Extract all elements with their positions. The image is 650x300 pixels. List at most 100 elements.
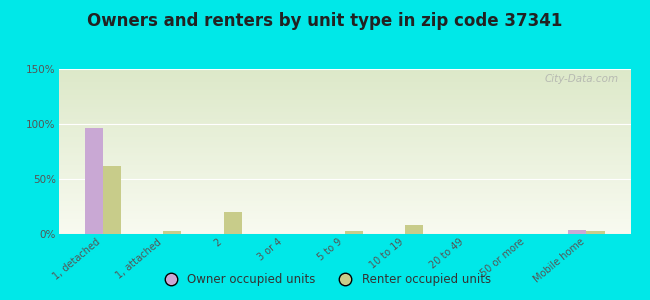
Bar (58, 166, 630, 168)
Bar (58, 82, 630, 84)
Bar (58, 179, 630, 181)
Bar (58, 186, 630, 188)
Bar (58, 201, 630, 203)
Bar (58, 188, 630, 190)
Bar (58, 224, 630, 226)
Bar (58, 137, 630, 138)
Bar (58, 184, 630, 186)
Bar (58, 190, 630, 191)
Bar (58, 221, 630, 223)
Bar (58, 130, 630, 132)
Text: Owners and renters by unit type in zip code 37341: Owners and renters by unit type in zip c… (87, 12, 563, 30)
Bar (58, 170, 630, 171)
Bar (58, 124, 630, 125)
Bar (58, 143, 630, 145)
Bar (58, 163, 630, 165)
Bar (58, 90, 630, 92)
Bar (58, 193, 630, 194)
Bar (58, 212, 630, 214)
Bar (58, 227, 630, 229)
Bar (58, 206, 630, 208)
Bar (58, 229, 630, 231)
Bar (58, 79, 630, 80)
Bar (58, 133, 630, 135)
Bar (58, 196, 630, 198)
Bar (58, 76, 630, 77)
Bar (58, 178, 630, 179)
Bar (58, 115, 630, 117)
Bar (58, 85, 630, 87)
Bar (58, 146, 630, 148)
Bar (224, 212, 242, 234)
Bar (58, 218, 630, 219)
Bar (58, 105, 630, 107)
Bar (58, 99, 630, 100)
Bar (58, 107, 630, 109)
Bar (84, 128, 103, 234)
Bar (58, 232, 630, 234)
Bar (58, 168, 630, 170)
Bar (58, 127, 630, 128)
Bar (58, 156, 630, 158)
Bar (58, 117, 630, 118)
Bar (58, 135, 630, 136)
Bar (58, 208, 630, 209)
Bar (58, 209, 630, 211)
Bar (58, 226, 630, 227)
Bar (58, 128, 630, 130)
Bar (58, 92, 630, 94)
Bar (58, 74, 630, 76)
Bar (586, 231, 605, 234)
Bar (58, 211, 630, 212)
Bar (58, 110, 630, 112)
Bar (58, 148, 630, 150)
Bar (58, 142, 630, 143)
Bar (58, 120, 630, 122)
Bar (58, 80, 630, 82)
Bar (58, 145, 630, 147)
Bar (58, 102, 630, 104)
Bar (58, 103, 630, 105)
Bar (58, 69, 630, 70)
Bar (58, 158, 630, 160)
Bar (58, 161, 630, 163)
Bar (58, 84, 630, 85)
Bar (58, 222, 630, 224)
Bar (58, 214, 630, 216)
Bar (58, 160, 630, 161)
Bar (58, 95, 630, 97)
Bar (344, 231, 363, 234)
Bar (58, 77, 630, 79)
Bar (58, 113, 630, 115)
Text: City-Data.com: City-Data.com (545, 74, 619, 84)
Bar (58, 191, 630, 193)
Bar (58, 100, 630, 102)
Bar (58, 97, 630, 99)
Bar (58, 132, 630, 133)
Bar (58, 231, 630, 232)
Bar (58, 183, 630, 184)
Legend: Owner occupied units, Renter occupied units: Owner occupied units, Renter occupied un… (154, 269, 496, 291)
Bar (58, 173, 630, 175)
Bar (58, 153, 630, 155)
Bar (103, 166, 121, 234)
Bar (58, 198, 630, 199)
Bar (58, 118, 630, 120)
Bar (58, 152, 630, 153)
Bar (58, 216, 630, 218)
Bar (58, 122, 630, 124)
Bar (58, 175, 630, 176)
Bar (58, 199, 630, 201)
Bar (58, 203, 630, 204)
Bar (58, 181, 630, 183)
Bar (58, 87, 630, 89)
Bar (58, 176, 630, 178)
Bar (58, 109, 630, 110)
Bar (58, 194, 630, 196)
Bar (58, 171, 630, 173)
Bar (58, 72, 630, 74)
Bar (58, 204, 630, 206)
Bar (58, 94, 630, 95)
Bar (58, 165, 630, 166)
Bar (58, 138, 630, 140)
